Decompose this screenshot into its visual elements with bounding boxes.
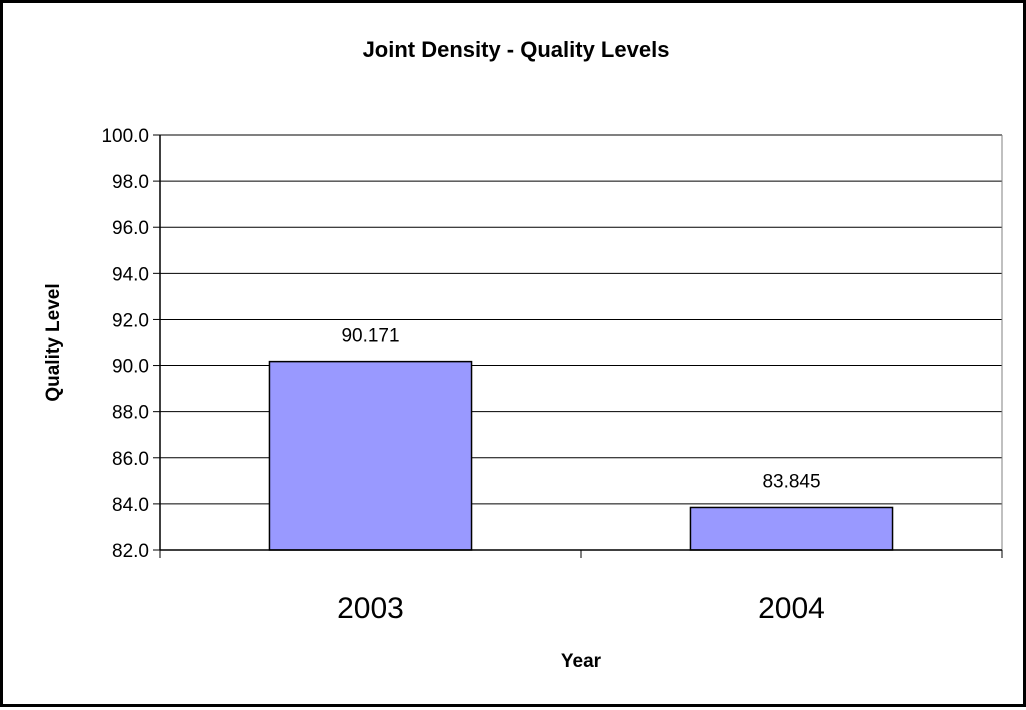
- chart-title: Joint Density - Quality Levels: [363, 37, 670, 62]
- bars: 90.171 83.845: [268, 326, 894, 551]
- axes: 82.0 84.0 86.0 88.0 90.0 92.0 94.0 96.0 98.0 100.…: [101, 126, 1003, 625]
- bar-chart: Joint Density - Quality Levels 90.171 83.…: [43, 37, 1003, 672]
- y-tick-label: 82.0: [112, 541, 149, 562]
- y-tick-label: 96.0: [112, 218, 149, 239]
- y-tick-label: 84.0: [112, 495, 149, 516]
- y-tick-label: 86.0: [112, 449, 149, 470]
- data-label: 83.845: [762, 471, 820, 492]
- y-tick-label: 88.0: [112, 403, 149, 424]
- y-tick-label: 98.0: [112, 172, 149, 193]
- y-tick-label: 92.0: [112, 310, 149, 331]
- y-tick-label: 94.0: [112, 264, 149, 285]
- x-axis-title: Year: [561, 651, 602, 672]
- y-tick-label: 90.0: [112, 357, 149, 378]
- bar: [689, 506, 894, 551]
- bar: [268, 360, 473, 551]
- x-tick-label: 2003: [337, 592, 404, 625]
- x-tick-label: 2004: [758, 592, 825, 625]
- data-label: 90.171: [341, 326, 399, 347]
- y-axis-title: Quality Level: [43, 283, 64, 401]
- y-tick-label: 100.0: [101, 126, 149, 147]
